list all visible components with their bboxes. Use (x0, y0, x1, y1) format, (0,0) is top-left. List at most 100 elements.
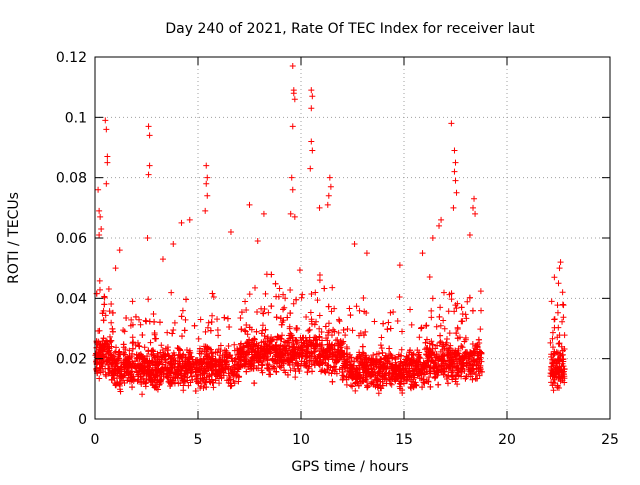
cloud-point (158, 342, 165, 349)
cloud-point (264, 365, 271, 372)
cloud-point (333, 359, 340, 366)
cloud-point (551, 367, 558, 374)
cloud-point (282, 295, 289, 302)
cloud-point (278, 321, 285, 328)
cloud-point (454, 324, 461, 331)
cloud-point (122, 351, 129, 358)
cloud-point (157, 377, 164, 384)
cloud-point (181, 373, 188, 380)
cloud-point (462, 334, 469, 341)
cloud-point (246, 324, 253, 331)
cloud-point (203, 384, 210, 391)
cloud-point (277, 315, 284, 322)
cloud-point (362, 376, 369, 383)
cloud-point (429, 295, 436, 302)
cloud-point (296, 353, 303, 360)
cloud-point (246, 349, 253, 356)
cloud-point (424, 357, 431, 364)
data-points (92, 63, 568, 398)
y-tick-label: 0 (78, 412, 87, 428)
cloud-point (278, 359, 285, 366)
cloud-point (171, 319, 178, 326)
x-tick-label: 25 (601, 432, 619, 448)
data-point (451, 147, 458, 154)
cloud-point (216, 359, 223, 366)
cloud-point (328, 308, 335, 315)
cloud-point (459, 353, 466, 360)
cloud-point (154, 353, 161, 360)
cloud-point (427, 364, 434, 371)
cloud-point (108, 337, 115, 344)
cloud-point (431, 368, 438, 375)
cloud-point (468, 358, 475, 365)
cloud-point (292, 359, 299, 366)
cloud-point (224, 315, 231, 322)
cloud-point (356, 307, 363, 314)
cloud-point (296, 267, 303, 274)
cloud-point (399, 328, 406, 335)
cloud-point (308, 290, 315, 297)
cloud-point (216, 352, 223, 359)
cloud-point (464, 298, 471, 305)
cloud-point (555, 349, 562, 356)
cloud-point (548, 379, 555, 386)
cloud-point (416, 334, 423, 341)
cloud-point (307, 309, 314, 316)
cloud-point (560, 302, 567, 309)
cloud-point (254, 345, 261, 352)
cloud-point (340, 374, 347, 381)
cloud-point (151, 384, 158, 391)
cloud-point (292, 353, 299, 360)
cloud-point (329, 378, 336, 385)
cloud-point (556, 332, 563, 339)
cloud-point (437, 332, 444, 339)
cloud-point (252, 284, 259, 291)
cloud-point (101, 301, 108, 308)
cloud-point (290, 341, 297, 348)
cloud-point (474, 341, 481, 348)
cloud-point (408, 356, 415, 363)
cloud-point (390, 309, 397, 316)
cloud-point (458, 304, 465, 311)
cloud-point (161, 353, 168, 360)
cloud-point (297, 362, 304, 369)
cloud-point (292, 374, 299, 381)
cloud-point (441, 325, 448, 332)
cloud-point (128, 368, 135, 375)
cloud-point (426, 374, 433, 381)
data-point (466, 231, 473, 238)
cloud-point (295, 344, 302, 351)
cloud-point (437, 338, 444, 345)
cloud-point (440, 317, 447, 324)
cloud-point (371, 318, 378, 325)
cloud-point (475, 366, 482, 373)
cloud-point (100, 335, 107, 342)
cloud-point (548, 298, 555, 305)
data-point (170, 241, 177, 248)
cloud-point (303, 344, 310, 351)
cloud-point (222, 350, 229, 357)
cloud-point (153, 361, 160, 368)
cloud-point (463, 315, 470, 322)
cloud-point (312, 337, 319, 344)
cloud-point (285, 354, 292, 361)
cloud-point (428, 314, 435, 321)
cloud-point (204, 344, 211, 351)
cloud-point (208, 362, 215, 369)
cloud-point (433, 323, 440, 330)
cloud-point (215, 332, 222, 339)
cloud-point (396, 293, 403, 300)
data-point (104, 159, 111, 166)
cloud-point (126, 378, 133, 385)
cloud-point (312, 289, 319, 296)
cloud-point (284, 314, 291, 321)
data-point (289, 123, 296, 130)
cloud-point (447, 342, 454, 349)
cloud-point (331, 363, 338, 370)
cloud-point (129, 384, 136, 391)
cloud-point (100, 344, 107, 351)
cloud-point (328, 370, 335, 377)
cloud-point (150, 371, 157, 378)
cloud-point (392, 362, 399, 369)
data-point (144, 235, 151, 241)
